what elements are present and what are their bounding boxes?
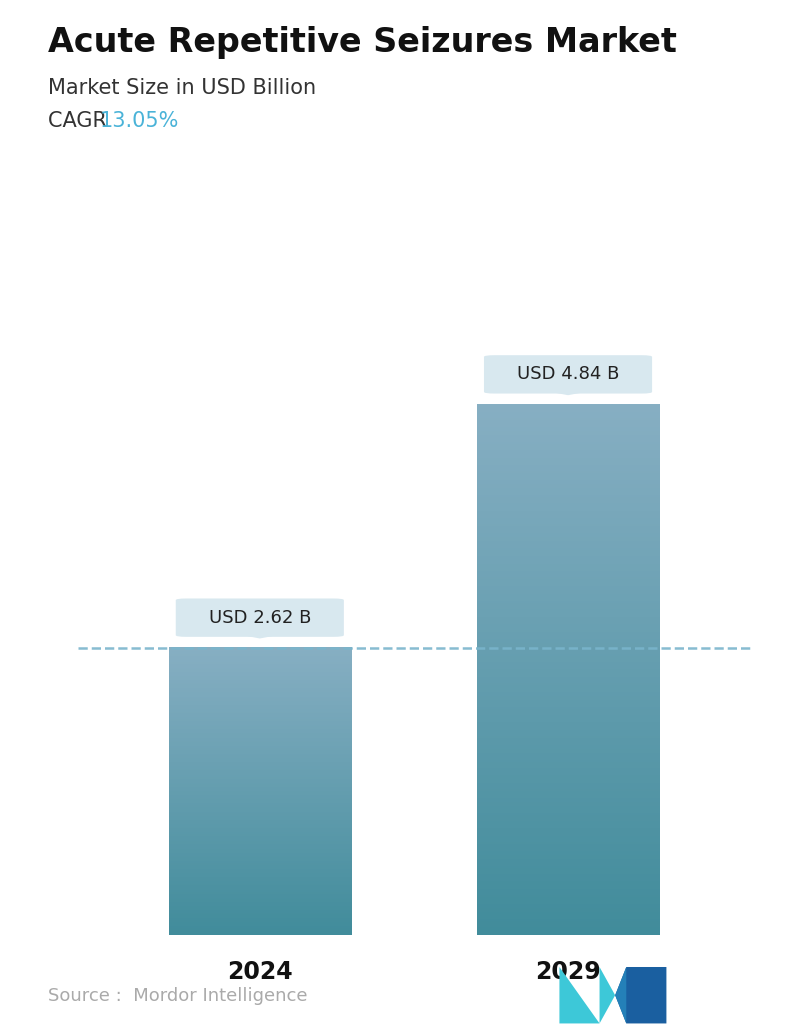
FancyBboxPatch shape <box>484 356 652 394</box>
Text: Source :  Mordor Intelligence: Source : Mordor Intelligence <box>48 987 307 1005</box>
Text: 13.05%: 13.05% <box>100 111 179 130</box>
Polygon shape <box>551 392 586 395</box>
Polygon shape <box>615 967 626 1024</box>
Text: USD 2.62 B: USD 2.62 B <box>209 609 311 627</box>
Polygon shape <box>599 967 615 1024</box>
Polygon shape <box>615 967 666 1024</box>
FancyBboxPatch shape <box>176 599 344 637</box>
Polygon shape <box>242 635 277 638</box>
Text: CAGR: CAGR <box>48 111 120 130</box>
Text: USD 4.84 B: USD 4.84 B <box>517 365 619 384</box>
Polygon shape <box>560 967 599 1024</box>
Text: Market Size in USD Billion: Market Size in USD Billion <box>48 78 316 97</box>
Text: Acute Repetitive Seizures Market: Acute Repetitive Seizures Market <box>48 26 677 59</box>
